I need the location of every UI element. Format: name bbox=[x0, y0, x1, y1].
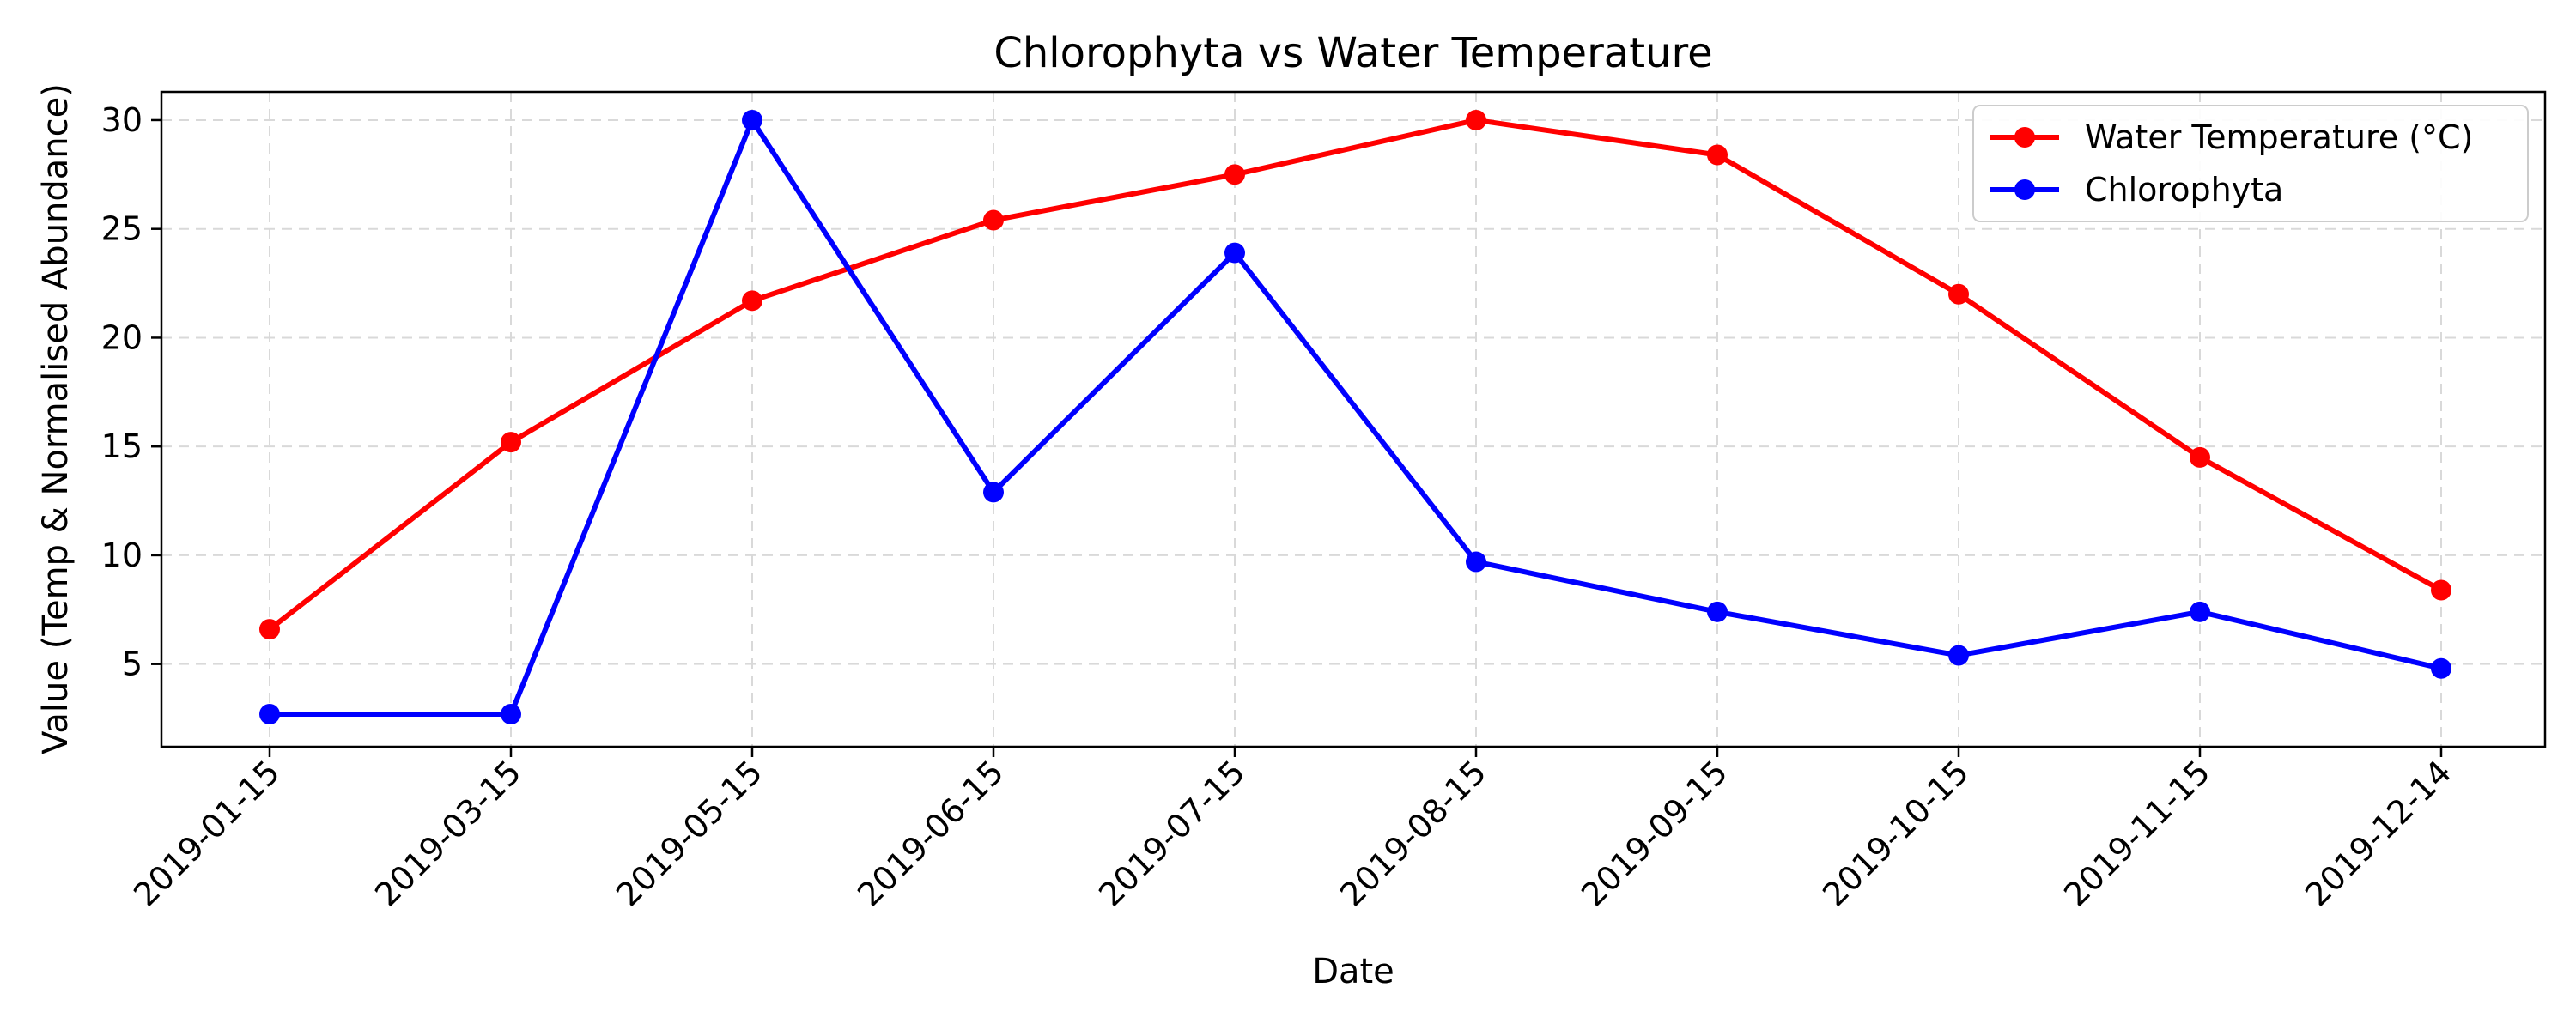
series-1-point bbox=[1707, 601, 1728, 622]
y-tick-label: 20 bbox=[101, 318, 143, 356]
y-tick-label: 30 bbox=[101, 101, 143, 139]
x-tick-label: 2019-06-15 bbox=[850, 753, 1011, 913]
series-1-point bbox=[1224, 242, 1245, 264]
x-tick-label: 2019-05-15 bbox=[609, 753, 769, 913]
series-0-point bbox=[1224, 164, 1245, 185]
y-tick-label: 15 bbox=[101, 427, 143, 465]
series-0-point bbox=[742, 290, 762, 312]
series-0-point bbox=[501, 432, 521, 453]
y-axis-label: Value (Temp & Normalised Abundance) bbox=[36, 83, 76, 754]
series-1-point bbox=[983, 482, 1004, 503]
legend-label-temperature: Water Temperature (°C) bbox=[2085, 118, 2473, 156]
series-line-0 bbox=[268, 117, 2443, 632]
series-0-point bbox=[983, 209, 1004, 231]
legend-label-chlorophyta: Chlorophyta bbox=[2085, 171, 2283, 209]
series-1-point bbox=[259, 703, 280, 724]
x-tick-label: 2019-01-15 bbox=[126, 753, 287, 913]
legend: Water Temperature (°C) Chlorophyta bbox=[1972, 105, 2529, 222]
x-tick-label: 2019-03-15 bbox=[368, 753, 528, 913]
legend-marker-temperature bbox=[2014, 127, 2035, 148]
series-1-point bbox=[2190, 601, 2210, 622]
x-tick-label: 2019-12-14 bbox=[2298, 753, 2458, 913]
series-1-point bbox=[1948, 645, 1969, 666]
chart-title: Chlorophyta vs Water Temperature bbox=[993, 29, 1712, 77]
legend-box bbox=[1972, 105, 2529, 222]
series-0-point bbox=[1948, 283, 1969, 305]
axis-ticks: 2019-01-15 2019-03-15 2019-05-15 2019-06-15… bbox=[101, 101, 2459, 914]
series-0-point bbox=[259, 619, 280, 640]
y-tick-label: 10 bbox=[101, 536, 143, 574]
series-line-1 bbox=[270, 117, 2442, 717]
series-0-point bbox=[1466, 109, 1486, 130]
series-0-point bbox=[2190, 446, 2210, 468]
series-0-point bbox=[1707, 144, 1728, 166]
x-axis-label: Date bbox=[1312, 952, 1394, 991]
x-tick-label: 2019-07-15 bbox=[1091, 753, 1252, 913]
series-layer bbox=[259, 109, 2451, 724]
series-1-point bbox=[1466, 551, 1486, 573]
x-tick-label: 2019-09-15 bbox=[1574, 753, 1735, 913]
x-tick-label: 2019-08-15 bbox=[1333, 753, 1493, 913]
series-0-point bbox=[2431, 579, 2451, 601]
series-1-point bbox=[501, 703, 521, 724]
x-tick-label: 2019-11-15 bbox=[2057, 753, 2217, 913]
y-tick-label: 25 bbox=[101, 210, 143, 248]
x-tick-label: 2019-10-15 bbox=[1815, 753, 1976, 913]
plot-frame bbox=[160, 90, 2547, 748]
legend-marker-chlorophyta bbox=[2014, 179, 2035, 200]
series-1-point bbox=[2431, 657, 2451, 679]
y-tick-label: 5 bbox=[122, 645, 143, 683]
series-1-point bbox=[742, 109, 762, 130]
